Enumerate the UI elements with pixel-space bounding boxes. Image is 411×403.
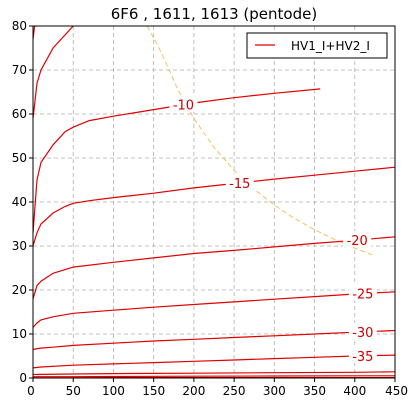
max-dissipation-line	[146, 26, 376, 257]
x-tick-label: 0	[27, 384, 35, 398]
plate-curve	[33, 354, 395, 369]
x-tick-label: 250	[223, 384, 246, 398]
curve-label-bg	[348, 346, 377, 363]
y-tick-label: 80	[12, 19, 27, 33]
x-tick-label: 100	[102, 384, 125, 398]
plate-curve	[33, 375, 395, 378]
y-tick-label: 30	[12, 239, 27, 253]
plate-curve	[33, 371, 395, 376]
x-tick-label: 350	[303, 384, 326, 398]
curve-label-bg	[348, 284, 377, 301]
x-tick-label: 150	[142, 384, 165, 398]
curve-label: -10	[173, 99, 194, 114]
y-tick-label: 40	[12, 195, 27, 209]
y-tick-label: 60	[12, 107, 27, 121]
plate-curve	[33, 26, 75, 119]
curve-label: -35	[352, 350, 373, 365]
axis-ticks: 0 50 100 150 200 250 300 350 400 450 0 10 20 30 40 50 60…	[12, 19, 408, 398]
curve-label: -20	[347, 234, 368, 249]
y-tick-label: 0	[19, 371, 27, 385]
x-tick-label: 200	[182, 384, 205, 398]
y-tick-label: 70	[12, 63, 27, 77]
chart-title: 6F6 , 1611, 1613 (pentode)	[111, 5, 317, 23]
grid	[33, 26, 395, 378]
curve-label-bg	[348, 322, 377, 339]
curve-label-bg	[225, 173, 254, 190]
y-tick-label: 10	[12, 327, 27, 341]
curve-label: -15	[229, 177, 250, 192]
curve-label: -30	[352, 326, 373, 341]
legend-label: HV1_I+HV2_I	[291, 39, 370, 53]
y-tick-label: 20	[12, 283, 27, 297]
max-dissipation-curve	[146, 26, 376, 257]
legend: HV1_I+HV2_I	[246, 32, 388, 59]
x-tick-label: 450	[385, 384, 408, 398]
curve-label-bg	[169, 95, 198, 112]
plate-curves	[33, 26, 395, 378]
plate-curve	[33, 166, 395, 247]
curve-labels: -10 -15 -20 -25 -30 -35	[169, 95, 377, 365]
y-tick-label: 50	[12, 151, 27, 165]
x-tick-label: 400	[343, 384, 366, 398]
plot-frame	[32, 25, 396, 379]
x-tick-label: 300	[263, 384, 286, 398]
x-tick-label: 50	[66, 384, 81, 398]
curve-label-bg	[343, 231, 372, 248]
curve-label: -25	[352, 288, 373, 303]
plate-curve	[33, 291, 395, 328]
plate-curve	[33, 26, 37, 40]
plate-curve	[33, 88, 321, 233]
plate-curve	[33, 236, 395, 299]
plate-curve	[33, 329, 395, 350]
